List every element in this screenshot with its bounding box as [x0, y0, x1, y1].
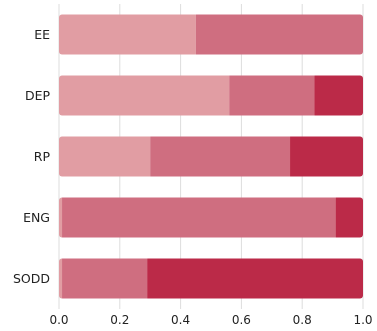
x-tick-label-1: 0.2 [110, 313, 129, 327]
bar-dep-segment-0 [59, 76, 229, 116]
category-label-sodd: SODD [13, 271, 50, 286]
category-label-rp: RP [34, 149, 51, 164]
x-tick-labels: 0.0 0.2 0.4 0.6 0.8 1.0 [49, 313, 372, 327]
bar-sodd-segment-0 [59, 259, 62, 299]
x-tick-label-0: 0.0 [49, 313, 68, 327]
bar-sodd-segment-1 [62, 259, 147, 299]
bars [59, 15, 363, 299]
bar-rp-segment-1 [150, 137, 290, 177]
bar-group-dep [59, 76, 363, 116]
x-tick-label-4: 0.8 [293, 313, 312, 327]
x-tick-label-3: 0.6 [232, 313, 251, 327]
category-label-eng: ENG [23, 210, 50, 225]
x-tick-label-5: 1.0 [353, 313, 372, 327]
category-label-ee: EE [34, 27, 50, 42]
bar-eng-segment-1 [62, 198, 336, 238]
bar-sodd-segment-2 [147, 259, 363, 299]
bar-rp-segment-2 [290, 137, 363, 177]
category-labels: EE DEP RP ENG SODD [13, 27, 50, 286]
x-tick-label-2: 0.4 [171, 313, 190, 327]
bar-eng-segment-2 [336, 198, 363, 238]
bar-ee-segment-0 [59, 15, 196, 55]
bar-dep-segment-2 [314, 76, 363, 116]
category-label-dep: DEP [25, 88, 51, 103]
bar-dep-segment-1 [229, 76, 314, 116]
bar-group-sodd [59, 259, 363, 299]
bar-group-ee [59, 15, 363, 55]
bar-rp-segment-0 [59, 137, 150, 177]
bar-eng-segment-0 [59, 198, 62, 238]
bar-ee-segment-1 [196, 15, 363, 55]
bar-group-eng [59, 198, 363, 238]
bar-group-rp [59, 137, 363, 177]
